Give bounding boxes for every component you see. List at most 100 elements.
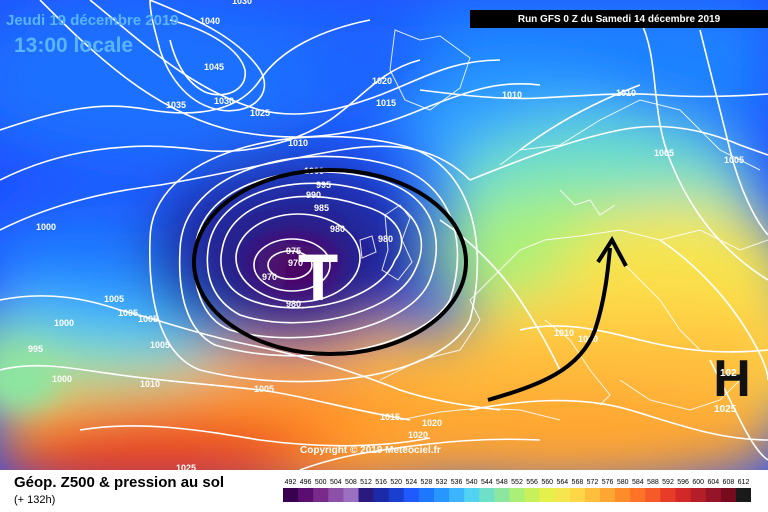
color-scale-swatch [298, 488, 314, 502]
isobar-label: 1010 [554, 328, 574, 338]
forecast-time: 13:00 locale [14, 34, 134, 57]
color-scale-tick: 496 [300, 479, 312, 486]
color-scale-tick: 540 [466, 479, 478, 486]
color-scale-tick: 532 [436, 479, 448, 486]
isobar-label: 1020 [372, 76, 392, 86]
pressure-map: 1040 1030 1045 1035 1030 1025 1020 1015 … [0, 0, 768, 470]
color-scale-tick: 560 [541, 479, 553, 486]
color-scale-swatch [328, 488, 344, 502]
color-scale-swatch [464, 488, 480, 502]
color-scale-swatch [509, 488, 526, 502]
color-scale-swatch [735, 488, 751, 502]
color-scale-tick: 568 [572, 479, 584, 486]
color-scale-tick: 564 [556, 479, 568, 486]
color-scale-tick: 572 [587, 479, 599, 486]
color-scale-swatch [434, 488, 450, 502]
color-scale-swatch [705, 488, 722, 502]
isobar-label: 1005 [654, 148, 674, 158]
isobar-label: 1045 [204, 62, 224, 72]
low-pressure-circle [192, 168, 468, 356]
isobar-label: 1015 [380, 412, 400, 422]
color-scale-swatch [645, 488, 661, 502]
color-scale-swatch [690, 488, 707, 502]
isobar-label: 980 [378, 234, 393, 244]
legend-area: Géop. Z500 & pression au sol (+ 132h) 49… [0, 470, 768, 512]
isobar-label: 1010 [616, 88, 636, 98]
color-scale-swatch [630, 488, 646, 502]
color-scale-tick: 588 [647, 479, 659, 486]
isobar-label: 1010 [288, 138, 308, 148]
color-scale-swatch [358, 488, 375, 502]
isobar-label: 980 [286, 299, 301, 309]
isobar-label: 1020 [408, 430, 428, 440]
flow-arrow-head [596, 236, 628, 267]
isobar-label: 995 [316, 180, 331, 190]
color-scale-swatch [675, 488, 692, 502]
color-scale-swatch [313, 488, 329, 502]
high-pressure-symbol: H [713, 350, 751, 408]
color-scale-tick: 576 [602, 479, 614, 486]
color-scale-tick: 524 [405, 479, 417, 486]
color-scale-tick: 556 [526, 479, 538, 486]
isobar-label: 1005 [724, 155, 744, 165]
legend-subtitle: (+ 132h) [14, 494, 56, 506]
color-scale-tick: 592 [662, 479, 674, 486]
color-scale-tick: 528 [421, 479, 433, 486]
isobars [0, 0, 768, 470]
forecast-date: Jeudi 19 décembre 2019 [6, 12, 179, 29]
color-scale-tick: 500 [315, 479, 327, 486]
isobar-label: 990 [306, 190, 321, 200]
isobar-label: 1005 [118, 308, 138, 318]
color-scale-swatch [343, 488, 359, 502]
isobar-label: 1000 [52, 374, 72, 384]
color-scale-swatch [584, 488, 601, 502]
isobar-label: 995 [28, 344, 43, 354]
color-scale-tick: 504 [330, 479, 342, 486]
color-scale-tick: 608 [723, 479, 735, 486]
color-scale-tick: 548 [496, 479, 508, 486]
color-scale-swatch [660, 488, 676, 502]
color-scale: 492 496 500 504 508 512 516 520 524 528 532 536 540 5… [283, 479, 751, 502]
isobar-label: 1010 [502, 90, 522, 100]
color-scale-tick: 552 [511, 479, 523, 486]
color-scale-swatch [524, 488, 541, 502]
isobar-label: 1005 [104, 294, 124, 304]
color-scale-swatch [449, 488, 465, 502]
copyright: Copyright © 2019 Meteociel.fr [300, 445, 441, 456]
flow-arrow [487, 247, 612, 402]
color-scale-tick: 596 [677, 479, 689, 486]
isobar-label: 1005 [138, 314, 158, 324]
color-scale-swatch [403, 488, 420, 502]
color-scale-swatch [554, 488, 571, 502]
color-scale-tick: 544 [481, 479, 493, 486]
color-scale-tick: 512 [360, 479, 372, 486]
isobar-label: 1000 [54, 318, 74, 328]
color-scale-tick: 536 [451, 479, 463, 486]
isobar-label: 1005 [254, 384, 274, 394]
isobar-label: 1030 [232, 0, 252, 6]
high-pressure-value: 102 [720, 368, 737, 379]
low-pressure-symbol: T [298, 240, 338, 314]
isobar-label: 1040 [200, 16, 220, 26]
isobar-label: 1010 [140, 379, 160, 389]
color-scale-swatch [569, 488, 586, 502]
isobar-label: 1025 [250, 108, 270, 118]
color-scale-tick: 600 [692, 479, 704, 486]
color-scale-tick: 508 [345, 479, 357, 486]
color-scale-tick: 492 [285, 479, 297, 486]
color-scale-swatch [615, 488, 631, 502]
color-scale-swatch [494, 488, 510, 502]
color-scale-tick: 580 [617, 479, 629, 486]
isobar-label: 1005 [150, 340, 170, 350]
color-scale-swatch [418, 488, 435, 502]
isobar-labels: 1040 1030 1045 1035 1030 1025 1020 1015 … [28, 0, 744, 470]
isobar-label: 1015 [376, 98, 396, 108]
isobar-label: 970 [288, 258, 303, 268]
isobar-label: 980 [330, 224, 345, 234]
color-scale-swatch [479, 488, 495, 502]
isobar-label: 1010 [578, 334, 598, 344]
isobar-label: 975 [286, 246, 301, 256]
color-scale-tick: 604 [707, 479, 719, 486]
color-scale-tick: 520 [390, 479, 402, 486]
